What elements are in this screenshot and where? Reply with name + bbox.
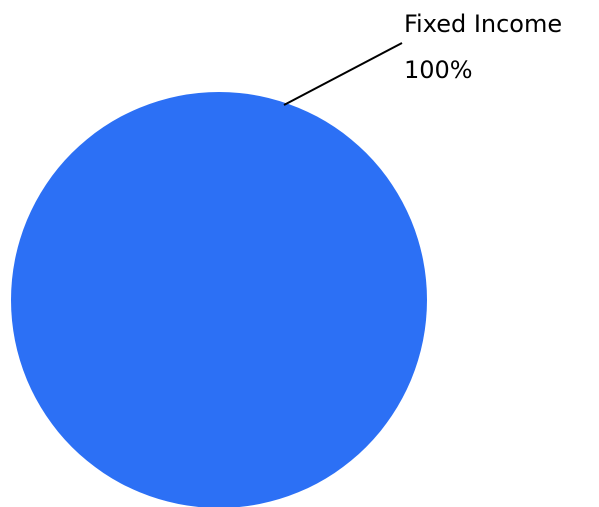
- slice-leader-line: [283, 42, 403, 106]
- slice-label-fixed-income: Fixed Income: [404, 10, 562, 38]
- slice-percent-fixed-income: 100%: [404, 56, 473, 84]
- pie-slices: [11, 92, 427, 507]
- pie-slice-fixed-income: [11, 92, 427, 507]
